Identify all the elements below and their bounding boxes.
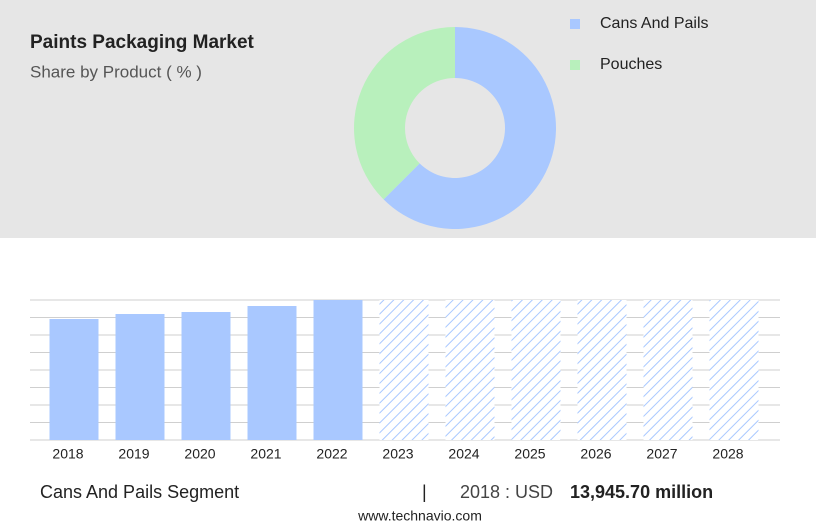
x-tick-label: 2018 [52,446,83,462]
footer-segment: Cans And Pails Segment [40,482,239,502]
forecast-placeholder [379,300,429,440]
bar [49,319,99,440]
bar-chart: 2018 2019 2020 2021 2022 2023 2024 2025 2026 2027… [30,299,780,462]
x-tick-label: 2019 [118,446,149,462]
footer-prefix: 2018 : USD [460,482,553,502]
x-tick-label: 2021 [250,446,281,462]
source: www.technavio.com [357,508,482,524]
footer-amount: 13,945.70 million [570,482,713,502]
x-tick-label: 2025 [514,446,545,462]
bar [247,306,297,440]
forecast-placeholder [511,300,561,440]
x-tick-label: 2020 [184,446,215,462]
forecast-placeholder [643,300,693,440]
donut-slice [353,27,455,200]
chart-title: Paints Packaging Market [30,32,255,53]
bar [313,300,363,440]
forecast-placeholder [709,300,759,440]
forecast-placeholder [445,300,495,440]
legend-swatch [570,60,580,70]
x-tick-label: 2023 [382,446,413,462]
forecast-placeholder [577,300,627,440]
donut: Cans And Pails Pouches [353,15,709,229]
legend-label: Pouches [600,56,662,73]
legend-swatch [570,19,580,29]
chart-subtitle: Share by Product ( % ) [30,62,202,81]
x-tick-label: 2022 [316,446,347,462]
x-tick-label: 2027 [646,446,677,462]
donut-slice [383,27,556,229]
bar [115,314,165,440]
x-tick-label: 2028 [712,446,743,462]
bar [181,311,231,440]
x-tick-label: 2024 [448,446,479,462]
footer-separator: | [422,482,427,502]
x-tick-label: 2026 [580,446,611,462]
legend-label: Cans And Pails [600,15,709,32]
